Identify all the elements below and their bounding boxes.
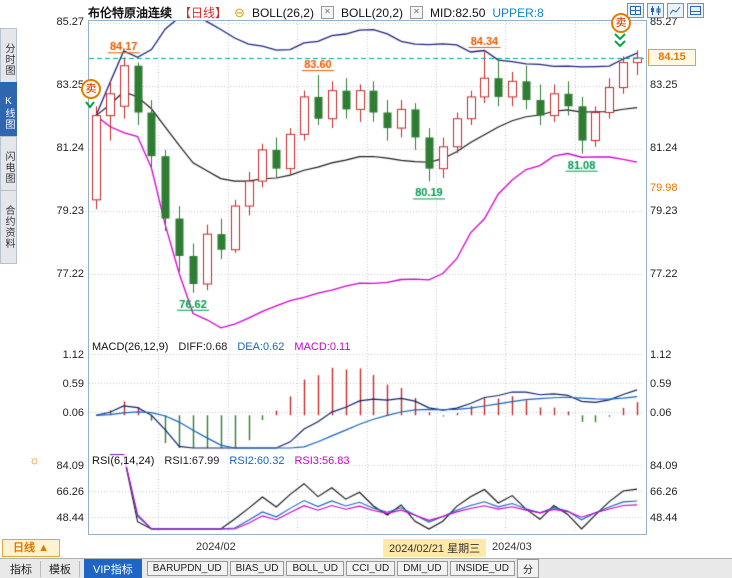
bottom-tab-bar: 指标 模板 VIP指标 BARUPDN_UD BIAS_UD BOLL_UD C… (0, 558, 732, 578)
price-axis-label: 77.22 (56, 268, 84, 280)
indicator-toggle-icon[interactable]: ⊖ (234, 4, 245, 20)
current-price-tag: 84.15 (648, 49, 696, 66)
candlestick-chart-canvas[interactable] (89, 21, 644, 337)
indicator-settings-icon[interactable]: ☼ (29, 453, 40, 467)
tab-inside-ud[interactable]: INSIDE_UD (449, 561, 515, 576)
rsi-axis-label: 48.44 (650, 512, 678, 524)
period-tag: 【日线】 (179, 6, 228, 20)
tab-barupdn-ud[interactable]: BARUPDN_UD (146, 561, 228, 576)
boll1-label: BOLL(26,2) (251, 5, 314, 20)
sell-arrow-icon (613, 31, 627, 54)
price-axis-label: 77.22 (650, 268, 678, 280)
menu-templates[interactable]: 模板 (41, 560, 80, 577)
line-chart-icon[interactable] (667, 3, 684, 18)
macd-chart-canvas[interactable] (89, 338, 644, 450)
price-axis-label: 79.23 (56, 205, 84, 217)
rsi-axis-label: 84.09 (650, 460, 678, 472)
crosshair-date-label: 2024/02/21 星期三 (383, 539, 487, 557)
tab-bias-ud[interactable]: BIAS_UD (229, 561, 285, 576)
boll-mid-value: MID:82.50 (430, 5, 486, 20)
price-axis-label: 83.25 (650, 79, 678, 91)
macd-dea-value: DEA:0.62 (237, 341, 285, 353)
rsi-axis-label: 84.09 (56, 460, 84, 472)
tab-boll-ud[interactable]: BOLL_UD (286, 561, 345, 576)
x-axis-month-label: 2024/02 (196, 541, 236, 553)
macd-panel (88, 338, 647, 453)
main-chart-panel (88, 20, 647, 340)
price-axis-label: 85.27 (650, 16, 678, 28)
sidebar-item-kline-chart[interactable]: K线图 (0, 82, 17, 144)
price-axis-label: 83.25 (56, 79, 84, 91)
boll-upper-value: UPPER:8 (492, 5, 544, 20)
rsi3-value: RSI3:56.83 (294, 455, 350, 467)
sell-arrow-icon (84, 96, 96, 114)
price-axis-label: 85.27 (56, 16, 84, 28)
sell-signal-badge: 卖 (81, 79, 101, 99)
remove-indicator-icon[interactable]: ✕ (410, 6, 424, 19)
macd-macd-value: MACD:0.11 (294, 341, 351, 353)
sidebar-item-lightning-chart[interactable]: 闪电图 (0, 136, 17, 198)
grid-layout-icon[interactable] (627, 3, 644, 18)
price-axis-label: 81.24 (56, 142, 84, 154)
menu-indicators[interactable]: 指标 (2, 560, 41, 577)
rsi1-value: RSI1:67.99 (164, 455, 220, 467)
x-axis-month-label: 2024/03 (492, 541, 532, 553)
tab-cci-ud[interactable]: CCI_UD (346, 561, 396, 576)
rsi-panel (88, 452, 647, 535)
rsi-axis-label: 66.26 (650, 486, 678, 498)
remove-indicator-icon[interactable]: ✕ (320, 6, 334, 19)
rsi-axis-label: 66.26 (56, 486, 84, 498)
sell-signal-badge: 卖 (611, 13, 631, 33)
rsi2-value: RSI2:60.32 (229, 455, 285, 467)
macd-axis-label: 1.12 (62, 349, 84, 361)
rsi-title: RSI(6,14,24) (92, 455, 155, 467)
macd-axis-label: 0.06 (62, 407, 84, 419)
rsi-axis-label: 48.44 (56, 512, 84, 524)
lower-band-value-label: 79.98 (650, 182, 678, 194)
tab-dmi-ud[interactable]: DMI_UD (397, 561, 448, 576)
price-axis-label: 81.24 (650, 142, 678, 154)
boll2-label: BOLL(20,2) (340, 5, 404, 20)
macd-header: MACD(26,12,9) DIFF:0.68 DEA:0.62 MACD:0.… (92, 341, 351, 353)
tab-partial[interactable]: 分 (516, 559, 539, 578)
macd-axis-label: 0.59 (62, 378, 84, 390)
tab-vip-indicators[interactable]: VIP指标 (84, 559, 142, 578)
panel-layout-icon[interactable] (687, 3, 704, 18)
macd-title: MACD(26,12,9) (92, 341, 169, 353)
price-axis-label: 79.23 (650, 205, 678, 217)
macd-axis-label: 0.06 (650, 407, 672, 419)
symbol-title: 布伦特原油连续 (88, 6, 173, 20)
period-selector-button[interactable]: 日线 ▲ (2, 539, 60, 557)
chart-header: 布伦特原油连续 【日线】 ⊖ BOLL(26,2) ✕ BOLL(20,2) ✕… (88, 4, 544, 21)
candle-chart-icon[interactable] (647, 3, 664, 18)
macd-axis-label: 1.12 (650, 349, 672, 361)
rsi-header: RSI(6,14,24) RSI1:67.99 RSI2:60.32 RSI3:… (92, 455, 350, 467)
chart-toolbar (627, 3, 704, 18)
sidebar-item-time-chart[interactable]: 分时图 (0, 28, 17, 90)
macd-diff-value: DIFF:0.68 (178, 341, 228, 353)
macd-axis-label: 0.59 (650, 378, 672, 390)
sidebar-item-contract-info[interactable]: 合约资料 (0, 190, 17, 264)
